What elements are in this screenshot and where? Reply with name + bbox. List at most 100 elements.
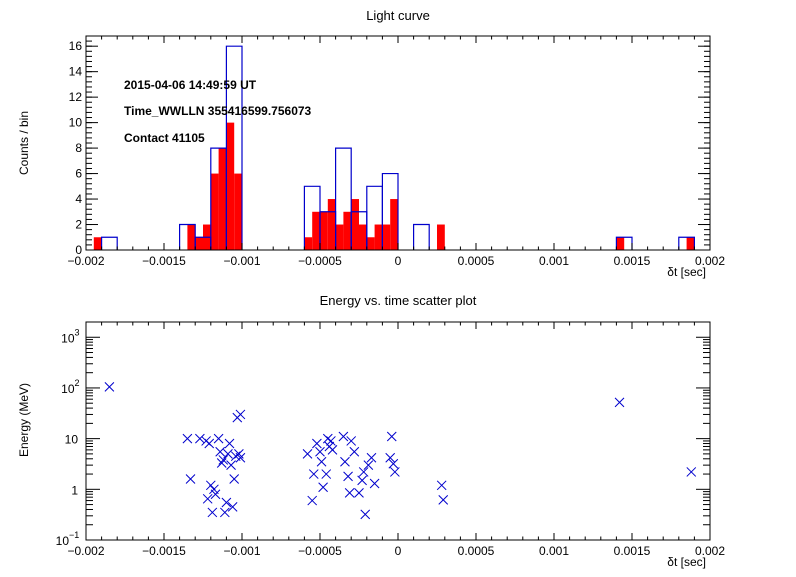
scatter-point-13 [216,458,227,468]
scatter-point-20 [227,502,238,512]
scatter-point-3 [195,433,205,444]
red-bar-0 [93,237,102,250]
scatter-point-46 [357,475,367,486]
scatter-point-44 [349,446,360,457]
blue-step-4 [225,45,243,250]
scatter-point-49 [363,460,374,470]
red-bar-2 [195,237,203,250]
light-curve-title: Light curve [366,8,430,23]
scatter-point-39 [338,431,349,442]
scatter-point-52 [385,452,396,463]
p2-ytick-label-2: 10 [65,433,79,447]
scatter-point-24 [234,449,244,459]
scatter-point-54 [388,458,399,469]
p2-ytick-label-3: 10 [61,382,75,396]
scatter-point-34 [321,469,332,479]
red-bar-19 [390,199,398,250]
light-curve-frame [85,35,711,251]
scatter-point-43 [346,436,357,446]
scatter-point-10 [210,489,221,500]
scatter-point-18 [224,438,235,449]
p2-ytick-exp-3: 2 [75,378,80,388]
p1-xtick-label-0: −0.002 [67,254,104,268]
scatter-point-7 [205,480,216,491]
p1-ytick-label-3: 6 [75,167,82,181]
red-bar-13 [343,211,352,250]
energy-scatter-points [104,382,697,520]
scatter-point-12 [215,446,226,457]
scatter-point-31 [315,446,325,457]
scatter-point-32 [316,456,327,467]
p2-ytick-exp-0: −1 [69,530,79,540]
p2-xtick-label-2: −0.001 [223,544,260,558]
red-bar-8 [304,237,313,250]
scatter-point-53 [386,431,397,442]
p2-xtick-label-4: 0 [395,544,402,558]
scatter-point-57 [438,494,449,505]
scatter-point-59 [686,467,697,477]
light-curve-axes: −0.002 −0.0015 −0.001 −0.0005 0 0.0005 0.001 0.… [67,36,725,268]
scatter-point-41 [343,471,353,482]
blue-step-11 [413,223,430,250]
scatter-point-47 [358,467,369,477]
scatter-point-16 [221,497,232,508]
energy-scatter-y-label: Energy (MeV) [17,383,31,457]
red-bar-6 [226,122,235,250]
energy-scatter-panel: Energy vs. time scatter plot −0.002 −0.00… [17,293,725,569]
p2-ytick-label-1: 1 [71,483,78,497]
red-bar-4 [210,173,219,250]
p2-xtick-label-8: 0.002 [695,544,725,558]
scatter-point-45 [354,488,364,498]
energy-scatter-axes: −0.002 −0.0015 −0.001 −0.0005 0 0.0005 0.001 0.… [56,321,725,558]
scatter-point-58 [614,397,625,408]
p1-xtick-label-8: 0.002 [695,254,725,268]
scatter-point-30 [312,438,322,449]
scatter-point-11 [213,433,224,444]
p1-ytick-label-6: 12 [69,90,83,104]
red-bar-15 [359,224,367,250]
annotation-date: 2015-04-06 14:49:59 UT [124,78,257,92]
red-bar-12 [335,224,344,250]
scatter-point-15 [219,507,230,518]
scatter-point-56 [436,480,447,491]
scatter-point-48 [360,509,371,520]
red-bar-18 [382,224,391,250]
scatter-point-6 [204,438,215,449]
p2-ytick-exp-4: 3 [75,327,80,337]
scatter-point-0 [104,382,115,392]
energy-scatter-frame [85,321,711,541]
p2-ytick-label-4: 10 [61,331,75,345]
scatter-point-26 [235,409,246,420]
energy-scatter-x-label: δt [sec] [667,555,706,569]
scatter-point-55 [390,467,400,477]
scatter-point-51 [369,478,380,489]
p1-xtick-label-7: 0.0015 [614,254,651,268]
blue-step-10 [381,172,399,250]
red-bar-1 [187,224,196,250]
p1-ytick-label-5: 10 [69,116,83,130]
red-bar-14 [351,199,359,250]
p2-xtick-label-7: 0.0015 [614,544,651,558]
p2-xtick-label-5: 0.0005 [458,544,495,558]
p1-xtick-label-3: −0.0005 [298,254,342,268]
scatter-point-25 [235,452,246,463]
scatter-point-42 [344,488,355,498]
p1-ytick-label-2: 4 [75,192,82,206]
scatter-point-38 [327,445,338,455]
p1-ytick-label-0: 0 [75,243,82,257]
red-bar-11 [327,199,336,250]
light-curve-y-label: Counts / bin [17,111,31,175]
scatter-point-37 [326,436,336,446]
scatter-point-19 [226,460,236,470]
scatter-point-28 [307,495,318,506]
p2-xtick-label-0: −0.002 [67,544,104,558]
scatter-point-33 [318,482,328,493]
light-curve-blue-step [101,45,695,250]
p2-ytick-label-0: 10 [56,534,70,548]
scatter-point-50 [366,452,377,463]
scatter-point-1 [182,433,193,444]
scatter-point-2 [185,474,196,484]
p2-xtick-label-6: 0.001 [539,544,569,558]
red-bar-17 [374,224,383,250]
